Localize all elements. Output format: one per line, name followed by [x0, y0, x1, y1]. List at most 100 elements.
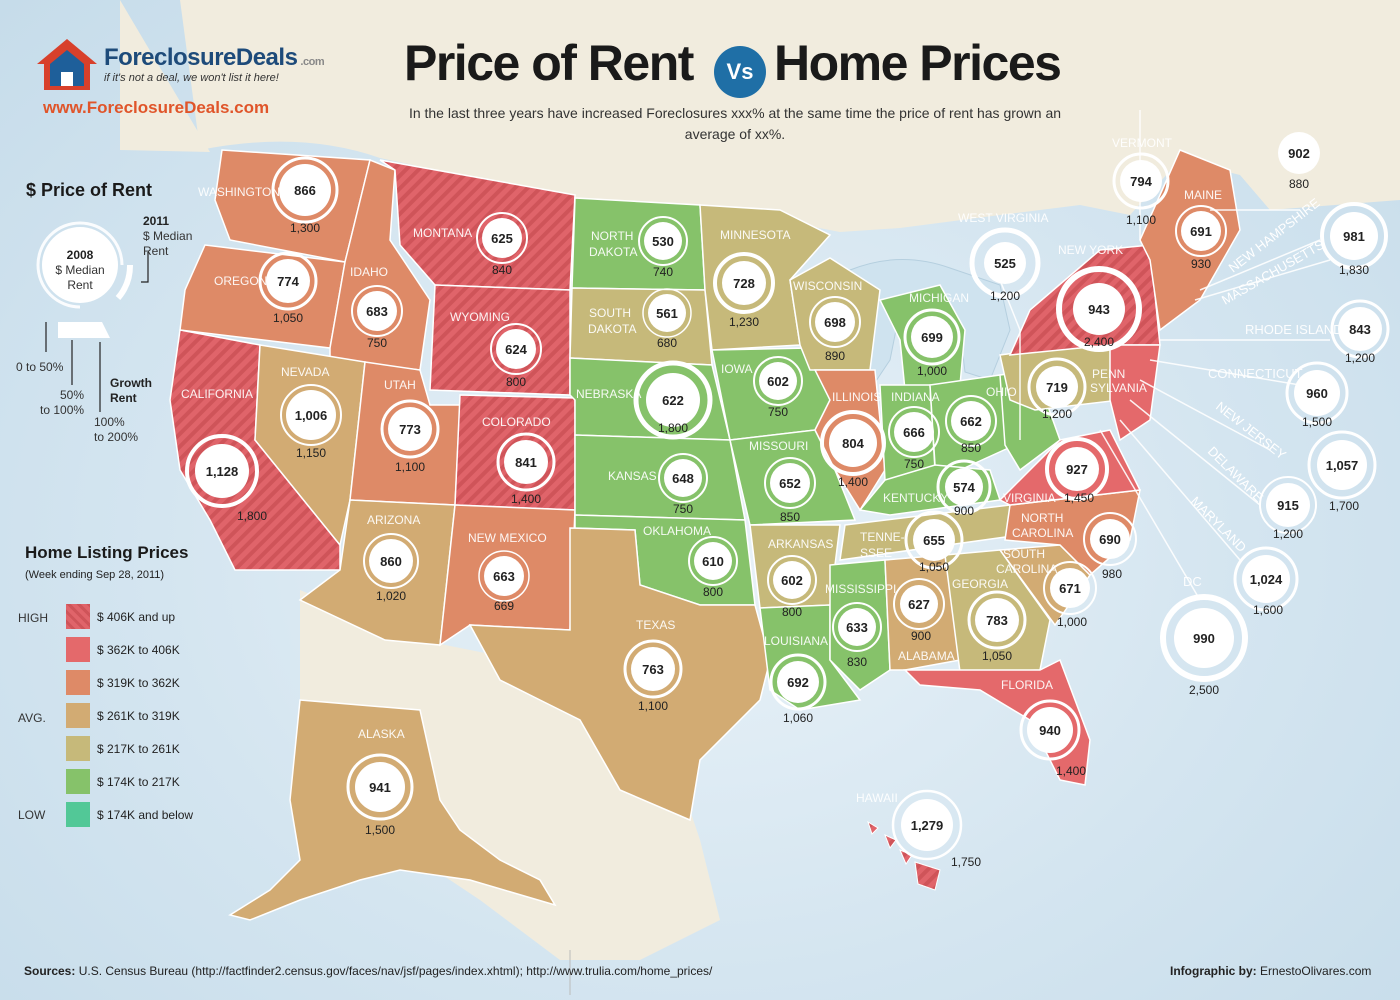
rent-marker-west-virginia: 525 1,200: [969, 227, 1041, 303]
state-label: MONTANA: [413, 226, 472, 240]
rent-2011-value: 1,100: [395, 460, 425, 474]
rent-2008-value: 773: [399, 422, 421, 437]
rent-marker-connecticut: 960 1,500: [1285, 361, 1349, 429]
rent-marker-oklahoma: 610 800: [688, 536, 738, 599]
state-label: NORTH: [591, 229, 633, 243]
state-label: OHIO: [986, 385, 1017, 399]
rent-2011-value: 750: [904, 457, 924, 471]
state-label: WEST VIRGINIA: [958, 211, 1048, 225]
rent-marker-maryland: 1,024 1,600: [1233, 546, 1299, 617]
rent-2011-value: 980: [1102, 567, 1122, 581]
rent-2008-value: 927: [1066, 462, 1088, 477]
rent-2008-value: 622: [662, 393, 684, 408]
state-label: IDAHO: [350, 265, 388, 279]
rent-legend-2008-year: 2008: [66, 248, 94, 262]
price-legend-label: $ 261K to 319K: [97, 709, 180, 723]
rent-2008-value: 719: [1046, 380, 1068, 395]
state-label: WISCONSIN: [793, 279, 862, 293]
rent-2011-value: 840: [492, 263, 512, 277]
state-alaska: [228, 699, 557, 921]
state-label: NEW MEXICO: [468, 531, 547, 545]
rent-marker-south-dakota: 561 680: [642, 288, 692, 350]
footer-sources-text[interactable]: U.S. Census Bureau (http://factfinder2.c…: [78, 964, 713, 978]
rent-2011-value: 750: [768, 405, 788, 419]
rent-marker-new-jersey: 1,057 1,700: [1307, 430, 1377, 513]
canada-landmass: [120, 0, 210, 152]
rent-markers: 866 1,300 774 1,050 1,128 1,800 683 750 1,00…: [185, 132, 1390, 869]
growth-50-100-label: 50%: [60, 388, 85, 402]
rent-2008-value: 940: [1039, 723, 1061, 738]
price-level-low: LOW: [18, 808, 46, 822]
rent-marker-new-mexico: 663 669: [478, 550, 530, 613]
rent-2011-value: 890: [825, 349, 845, 363]
footer-credit-text[interactable]: ErnestoOlivares.com: [1260, 964, 1372, 978]
rent-2011-value: 1,100: [638, 699, 668, 713]
rent-2008-value: 525: [994, 256, 1016, 271]
growth-50-100-label-b: to 100%: [40, 403, 85, 417]
rent-marker-illinois: 804 1,400: [820, 410, 886, 489]
rent-marker-massachusetts: 981 1,830: [1320, 202, 1388, 277]
rent-2011-value: 750: [673, 502, 693, 516]
state-label: TEXAS: [636, 618, 675, 632]
rent-marker-missouri: 652 850: [764, 457, 816, 524]
price-legend-swatch: [66, 637, 90, 662]
rent-marker-nevada: 1,006 1,150: [280, 384, 342, 460]
rent-marker-georgia: 783 1,050: [967, 590, 1027, 663]
rent-2011-value: 1,400: [511, 492, 541, 506]
rent-2008-value: 1,128: [206, 464, 239, 479]
rent-legend-2011-year: 2011: [143, 214, 170, 228]
rent-2011-value: 1,600: [1253, 603, 1283, 617]
rent-2011-value: 930: [1191, 257, 1211, 271]
rent-marker-alabama: 627 900: [893, 578, 945, 643]
price-level-high: HIGH: [18, 611, 48, 625]
rent-2008-value: 602: [781, 573, 803, 588]
rent-marker-kentucky: 574 900: [936, 459, 992, 518]
growth-100-200-label: 100%: [94, 415, 125, 429]
state-label: MICHIGAN: [909, 291, 969, 305]
price-legend-label: $ 174K and below: [97, 808, 194, 822]
rent-2008-value: 783: [986, 613, 1008, 628]
rent-2008-value: 663: [493, 569, 515, 584]
rent-marker-florida: 940 1,400: [1019, 699, 1086, 778]
rent-2011-value: 750: [367, 336, 387, 350]
rent-2008-value: 698: [824, 315, 846, 330]
state-label: MISSISSIPPI: [825, 582, 896, 596]
title-vs-badge: Vs: [714, 46, 766, 98]
rent-marker-california: 1,128 1,800: [185, 434, 267, 523]
price-legend-subtitle: (Week ending Sep 28, 2011): [25, 569, 165, 581]
state-texas: [468, 527, 771, 822]
rent-2011-value: 1,050: [919, 560, 949, 574]
rent-2011-value: 1,000: [1057, 615, 1087, 629]
price-legend-swatch: [66, 769, 90, 794]
rent-marker-north-carolina: 690 980: [1083, 512, 1137, 581]
rent-marker-nebraska: 622 1,800: [633, 360, 713, 440]
rent-2008-value: 602: [767, 374, 789, 389]
rent-marker-wyoming: 624 800: [490, 323, 542, 389]
rent-2008-value: 943: [1088, 302, 1110, 317]
state-oregon: [179, 244, 346, 349]
rent-2011-value: 1,500: [1302, 415, 1332, 429]
rent-2008-value: 691: [1190, 224, 1212, 239]
rent-2008-value: 699: [921, 330, 943, 345]
rent-2008-value: 530: [652, 234, 674, 249]
rent-marker-arizona: 860 1,020: [363, 533, 419, 603]
rent-2011-value: 1,500: [365, 823, 395, 837]
rent-2008-value: 804: [842, 436, 864, 451]
rent-marker-virginia: 927 1,450: [1045, 437, 1109, 505]
rent-marker-iowa: 602 750: [753, 356, 803, 419]
rent-marker-south-carolina: 671 1,000: [1043, 561, 1097, 629]
title-left: Price of Rent: [404, 35, 694, 91]
rent-legend-2008-rent: Rent: [67, 278, 93, 292]
rent-marker-utah: 773 1,100: [380, 399, 440, 474]
rent-2011-value: 850: [780, 510, 800, 524]
state-label: TENNE-: [860, 530, 905, 544]
rent-marker-maine: 691 930: [1175, 205, 1227, 271]
canada-landmass: [180, 0, 1400, 232]
rent-2008-value: 841: [515, 455, 537, 470]
brand-url[interactable]: www.ForeclosureDeals.com: [43, 98, 270, 117]
rent-marker-pennsylvania: 719 1,200: [1027, 357, 1087, 421]
rent-marker-louisiana: 692 1,060: [769, 653, 827, 725]
rent-2008-value: 990: [1193, 631, 1215, 646]
rent-2008-value: 1,279: [911, 818, 944, 833]
state-label: NEVADA: [281, 365, 329, 379]
